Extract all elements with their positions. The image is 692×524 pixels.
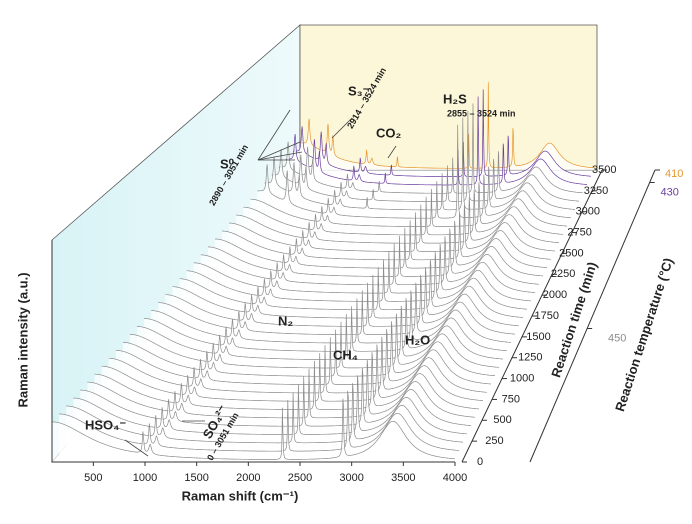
trace [101,344,483,402]
temperature-label: 410 [665,168,683,180]
trace [108,336,487,394]
arrow [257,109,291,161]
annotation: HSO₄⁻ [85,417,126,432]
trace [193,243,536,294]
trace [80,367,472,427]
trace [207,228,544,277]
annotation: H₂O [405,332,430,347]
trace [250,182,567,227]
trace [172,267,523,319]
trace [158,282,515,336]
trace [73,375,468,435]
arrow [124,439,149,457]
trace-fill [285,96,587,187]
z-tick-label: 2250 [551,268,575,280]
annotation: N₂ [278,313,293,328]
trace [186,251,531,302]
trace-fill [271,110,579,204]
trace [87,359,476,419]
z-tick-label: 3500 [592,164,616,176]
arrow [257,141,301,161]
trace [144,298,508,352]
annotation: H₂S [443,91,467,106]
trace-fill [300,82,595,170]
z-tick-label: 250 [485,435,503,447]
trace [94,352,479,410]
y-label: Raman intensity (a.u.) [15,272,30,407]
trace [215,220,547,269]
arrow [387,145,397,159]
trace-fill [264,117,575,212]
z-tick-label: 0 [477,456,483,468]
x-tick-label: 3500 [391,472,415,484]
z-tick-label: 1500 [526,331,550,343]
trace [52,398,455,460]
trace [278,103,583,194]
trace [200,236,540,286]
trace [222,213,551,261]
trace [229,205,555,252]
annotation: CH₄ [333,347,358,362]
trace [264,117,576,211]
trace [271,110,579,202]
z-tick-label: 500 [493,414,511,426]
trace [151,290,511,344]
z-tick-label: 2750 [567,226,591,238]
trace [236,197,559,244]
x-tick-label: 500 [84,472,102,484]
x-tick-label: 1000 [133,472,157,484]
trace-fill [257,124,571,221]
back-wall [299,24,598,171]
trace [179,259,527,311]
annotation: S⁰ [220,156,235,171]
temperature-label: 450 [608,332,626,344]
trace [165,274,519,327]
trace [243,189,563,236]
x-tick-label: 1500 [184,472,208,484]
traces [52,82,595,462]
z-tick-label: 3250 [584,185,608,197]
z-tick-label: 2500 [559,247,583,259]
trace [66,383,464,444]
annotation: S₃⁻ [348,83,370,98]
z-tick-label: 1750 [535,310,559,322]
z-tick-label: 1250 [518,352,542,364]
arrow [257,151,303,161]
x-tick-label: 2000 [236,472,260,484]
temperature-axis [529,169,656,463]
trace-fill [278,103,583,196]
z-tick-label: 1000 [510,372,534,384]
annotation: CO₂ [376,125,402,140]
x-tick-label: 4000 [443,472,467,484]
annotation: 2855 – 3524 min [447,108,516,118]
z-tick-label: 3000 [576,206,600,218]
trace-fill [292,89,591,179]
z-tick-label: 750 [502,393,520,405]
z-tick-label: 2000 [543,289,567,301]
trace-fill [52,398,455,462]
x-tick-label: 2500 [288,472,312,484]
x-label: Raman shift (cm⁻¹) [182,488,299,503]
x-tick-label: 3000 [339,472,363,484]
temperature-label: 430 [661,186,679,198]
arrow [331,117,353,139]
trace [257,124,572,219]
